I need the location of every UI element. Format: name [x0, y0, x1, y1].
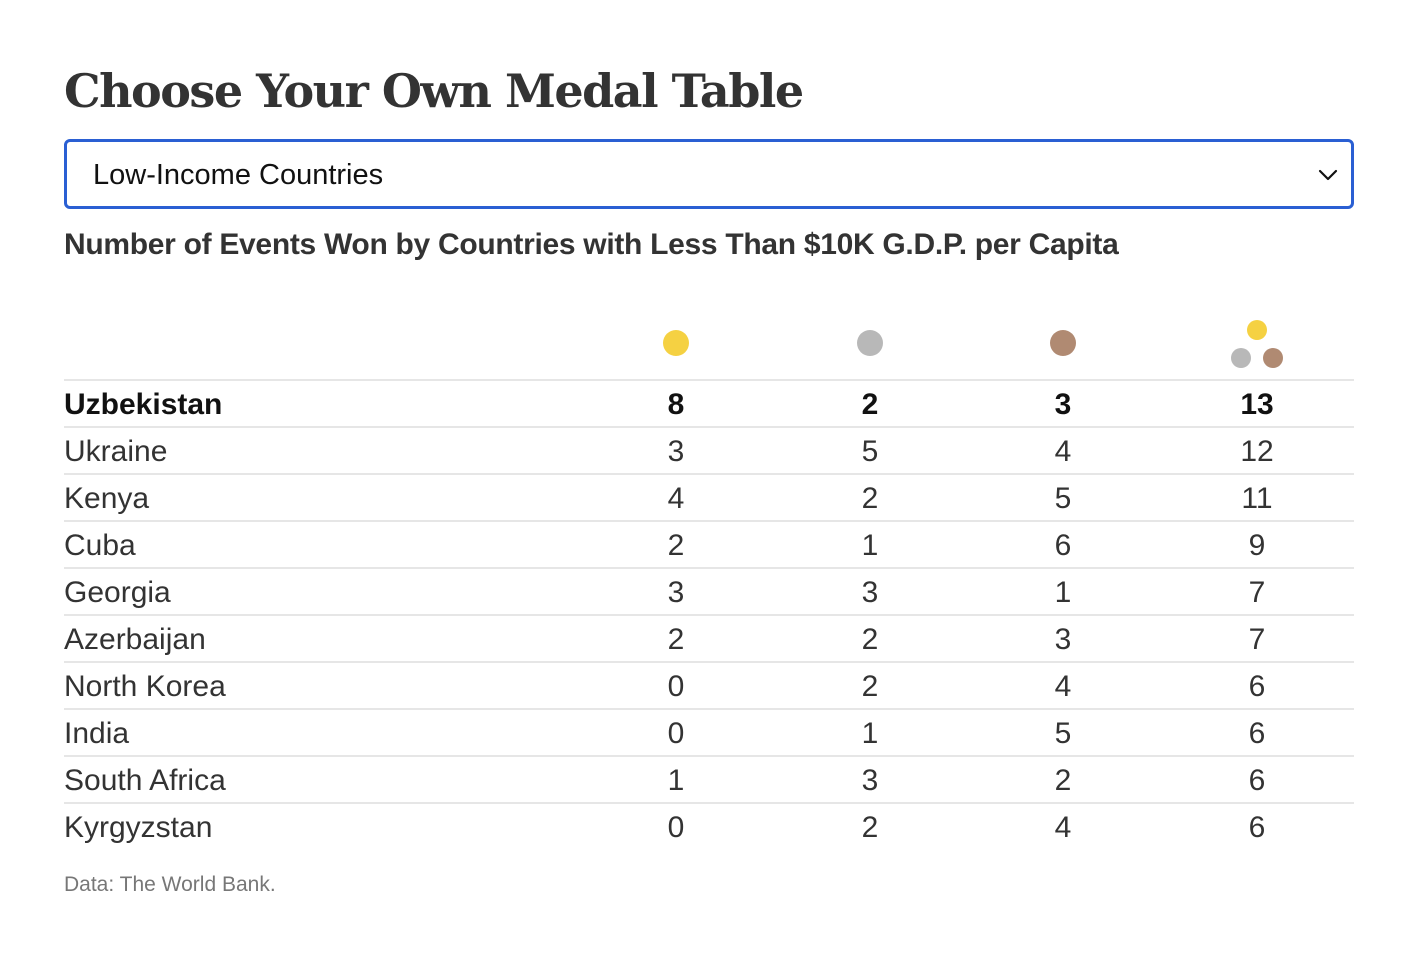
- gold-count: 2: [667, 529, 685, 562]
- select-value: Low-Income Countries: [93, 159, 384, 191]
- table-row: Uzbekistan 8 2 3 13: [64, 379, 1354, 426]
- total-column-header: [1197, 310, 1317, 378]
- total-count: 12: [1240, 435, 1274, 468]
- silver-count: 1: [861, 529, 879, 562]
- country-name: Kyrgyzstan: [64, 811, 213, 844]
- gold-medal-icon: [663, 330, 689, 356]
- silver-count: 2: [861, 482, 879, 515]
- bronze-column-header: [1003, 310, 1123, 378]
- total-count: 13: [1240, 388, 1274, 421]
- bronze-count: 3: [1054, 388, 1072, 421]
- total-count: 7: [1248, 623, 1266, 656]
- gold-count: 3: [667, 435, 685, 468]
- bronze-count: 1: [1054, 576, 1072, 609]
- country-name: Kenya: [64, 482, 150, 515]
- country-name: Uzbekistan: [64, 388, 223, 421]
- total-count: 11: [1241, 482, 1273, 515]
- data-source-note: Data: The World Bank.: [64, 873, 276, 896]
- bronze-count: 5: [1054, 717, 1072, 750]
- country-name: North Korea: [64, 670, 226, 703]
- silver-count: 3: [861, 576, 879, 609]
- total-count: 6: [1248, 764, 1266, 797]
- table-row: Cuba 2 1 6 9: [64, 520, 1354, 567]
- table-row: Kenya 4 2 5 11: [64, 473, 1354, 520]
- country-name: Cuba: [64, 529, 136, 562]
- gold-count: 0: [667, 670, 685, 703]
- bronze-count: 3: [1054, 623, 1072, 656]
- silver-medal-icon: [857, 330, 883, 356]
- gold-count: 1: [667, 764, 685, 797]
- country-name: Ukraine: [64, 435, 168, 468]
- bronze-count: 4: [1054, 811, 1072, 844]
- medal-table: Uzbekistan 8 2 3 13 Ukraine 3 5 4 12 Ken…: [64, 379, 1354, 849]
- total-count: 9: [1248, 529, 1266, 562]
- page-title: Choose Your Own Medal Table: [64, 64, 804, 118]
- gold-count: 2: [667, 623, 685, 656]
- country-name: India: [64, 717, 130, 750]
- gold-column-header: [616, 310, 736, 378]
- table-row: South Africa 1 3 2 6: [64, 755, 1354, 802]
- silver-count: 1: [861, 717, 879, 750]
- total-bronze-dot-icon: [1263, 348, 1283, 368]
- silver-column-header: [810, 310, 930, 378]
- bronze-count: 4: [1054, 670, 1072, 703]
- bronze-count: 2: [1054, 764, 1072, 797]
- table-row: Azerbaijan 2 2 3 7: [64, 614, 1354, 661]
- table-row: Kyrgyzstan 0 2 4 6: [64, 802, 1354, 849]
- medal-header-row: [64, 310, 1354, 378]
- total-count: 7: [1248, 576, 1266, 609]
- country-name: Azerbaijan: [64, 623, 206, 656]
- country-name: Georgia: [64, 576, 171, 609]
- gold-count: 0: [667, 811, 685, 844]
- total-gold-dot-icon: [1247, 320, 1267, 340]
- silver-count: 5: [861, 435, 879, 468]
- country-name: South Africa: [64, 764, 226, 797]
- total-silver-dot-icon: [1231, 348, 1251, 368]
- table-row: India 0 1 5 6: [64, 708, 1354, 755]
- bronze-count: 4: [1054, 435, 1072, 468]
- gold-count: 8: [667, 388, 685, 421]
- gold-count: 0: [667, 717, 685, 750]
- silver-count: 2: [861, 670, 879, 703]
- bronze-medal-icon: [1050, 330, 1076, 356]
- country-group-select[interactable]: Low-Income Countries: [64, 139, 1354, 209]
- silver-count: 2: [861, 388, 879, 421]
- table-subtitle: Number of Events Won by Countries with L…: [64, 228, 1119, 261]
- silver-count: 3: [861, 764, 879, 797]
- silver-count: 2: [861, 623, 879, 656]
- table-row: North Korea 0 2 4 6: [64, 661, 1354, 708]
- bronze-count: 5: [1054, 482, 1072, 515]
- total-count: 6: [1248, 811, 1266, 844]
- bronze-count: 6: [1054, 529, 1072, 562]
- table-row: Ukraine 3 5 4 12: [64, 426, 1354, 473]
- gold-count: 3: [667, 576, 685, 609]
- total-count: 6: [1248, 717, 1266, 750]
- gold-count: 4: [667, 482, 685, 515]
- chevron-down-icon: [1318, 169, 1338, 181]
- silver-count: 2: [861, 811, 879, 844]
- table-row: Georgia 3 3 1 7: [64, 567, 1354, 614]
- total-count: 6: [1248, 670, 1266, 703]
